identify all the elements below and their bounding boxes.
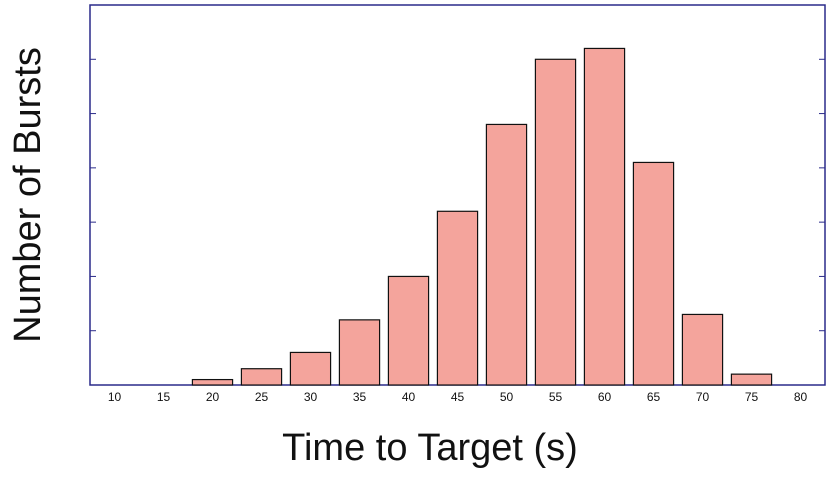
x-tick-label: 65 xyxy=(647,390,661,404)
x-tick-label: 55 xyxy=(549,390,563,404)
x-tick-label: 40 xyxy=(402,390,416,404)
x-tick-label: 60 xyxy=(598,390,612,404)
bar xyxy=(387,275,430,386)
x-tick-label: 50 xyxy=(500,390,514,404)
bar xyxy=(436,210,479,386)
x-tick-label: 25 xyxy=(255,390,269,404)
bar xyxy=(632,161,675,386)
bar xyxy=(681,313,724,386)
bar xyxy=(583,47,626,386)
bar xyxy=(534,58,577,386)
bar xyxy=(485,123,528,386)
bar xyxy=(191,378,234,386)
y-axis-title: Number of Bursts xyxy=(7,47,49,343)
x-axis-title: Time to Target (s) xyxy=(282,427,578,469)
x-tick-label: 80 xyxy=(794,390,808,404)
bar xyxy=(730,373,773,386)
x-tick-label: 30 xyxy=(304,390,318,404)
x-tick-label: 10 xyxy=(108,390,122,404)
x-tick-label: 75 xyxy=(745,390,759,404)
x-tick-label: 45 xyxy=(451,390,465,404)
x-tick-label: 70 xyxy=(696,390,710,404)
x-tick-label: 35 xyxy=(353,390,367,404)
x-tick-label: 20 xyxy=(206,390,220,404)
x-tick-label: 15 xyxy=(157,390,171,404)
bar xyxy=(240,368,283,386)
bar xyxy=(289,351,332,386)
bar xyxy=(338,319,381,386)
